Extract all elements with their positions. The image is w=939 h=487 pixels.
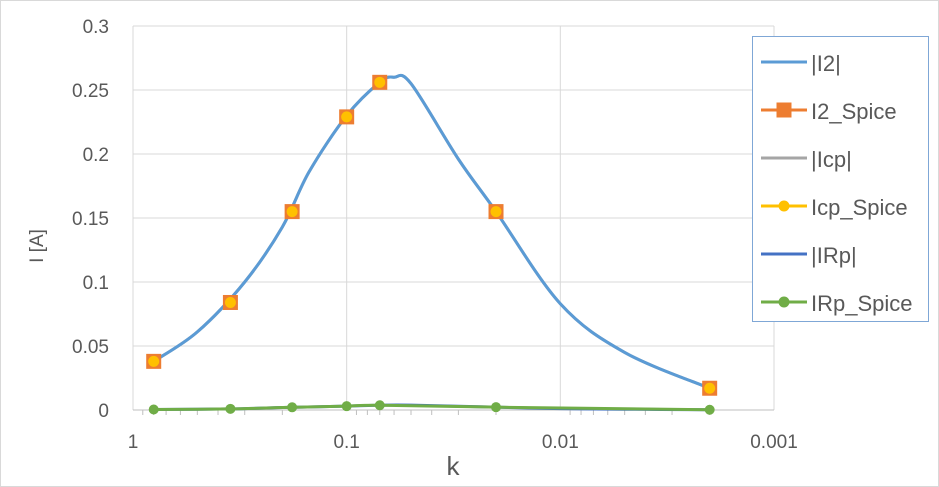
x-tick-label: 0.001 [750,432,798,453]
legend-item-icp: |Icp| [753,143,928,173]
legend-item-irp-spice: IRp_Spice [753,287,928,317]
data-point-irp-spice [704,404,715,415]
legend-marker [778,296,790,308]
data-point-irp-spice [148,404,159,415]
legend-item-irp: |IRp| [753,239,928,269]
legend-item-i2-spice: I2_Spice [753,95,928,125]
legend-marker [778,200,790,212]
series-markers [146,74,718,415]
legend-marker [776,102,792,118]
legend-swatch-irp-spice [761,296,807,308]
y-tick-label: 0.05 [72,337,109,358]
series-lines [152,73,712,412]
x-tick-label: 1 [128,432,139,453]
series-line-i2 [152,73,712,390]
data-point-irp-spice [225,403,236,414]
legend-label: |I2| [811,51,841,76]
y-axis-title: I [A] [27,229,48,263]
tick-labels: 0 0.05 0.1 0.15 0.2 0.25 0.3 1 0.1 0.01 0.001 [72,17,798,453]
legend-label: I2_Spice [811,99,897,124]
data-point-icp-spice [374,76,386,88]
legend-swatch-i2-spice [761,102,807,118]
data-point-icp-spice [224,296,236,308]
y-tick-label: 0.3 [83,17,109,38]
legend-label: IRp_Spice [811,291,913,316]
legend-item-icp-spice: Icp_Spice [753,191,928,221]
series-line-irp-spice [152,403,712,412]
data-point-icp-spice [286,206,298,218]
legend-label: |IRp| [811,243,857,268]
x-axis-title: k [447,451,461,481]
data-point-irp-spice [287,402,298,413]
legend: |I2| I2_Spice |Icp| Icp_Spice |IRp| IRp_Spice [752,36,929,322]
y-tick-label: 0.15 [72,209,109,230]
data-point-icp-spice [341,111,353,123]
x-tick-label: 0.1 [333,432,359,453]
data-point-irp-spice [491,402,502,413]
gridlines [132,25,775,415]
legend-label: |Icp| [811,147,852,172]
data-point-icp-spice [490,206,502,218]
data-point-icp-spice [704,382,716,394]
series-line-icp [152,73,712,390]
y-tick-label: 0 [98,401,109,422]
legend-swatch-icp-spice [761,200,807,212]
legend-item-i2: |I2| [753,47,928,77]
data-point-irp-spice [341,401,352,412]
legend-label: Icp_Spice [811,195,908,220]
data-point-icp-spice [148,355,160,367]
y-tick-label: 0.1 [83,273,109,294]
data-point-irp-spice [374,400,385,411]
legend-swatch-icp [761,156,807,160]
y-tick-label: 0.2 [83,145,109,166]
legend-swatch-irp [761,252,807,256]
legend-swatch-i2 [761,60,807,64]
x-tick-label: 0.01 [542,432,579,453]
y-tick-label: 0.25 [72,81,109,102]
